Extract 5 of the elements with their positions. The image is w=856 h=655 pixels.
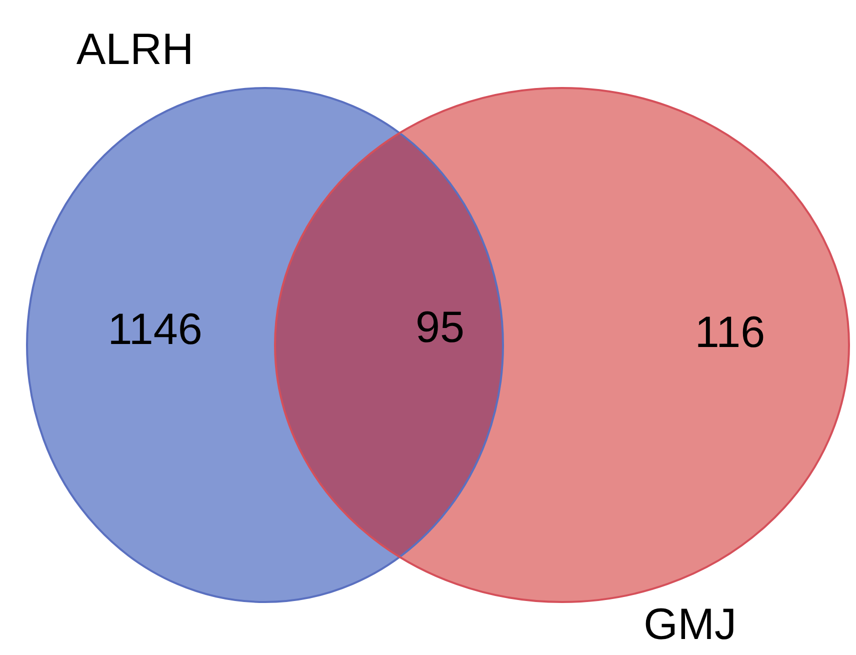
text: GMJ (644, 600, 736, 650)
data-label: 116 (694, 308, 766, 358)
data-label: 1146 (108, 305, 202, 354)
text: ALRH (76, 25, 194, 74)
data-label: 95 (416, 303, 464, 352)
